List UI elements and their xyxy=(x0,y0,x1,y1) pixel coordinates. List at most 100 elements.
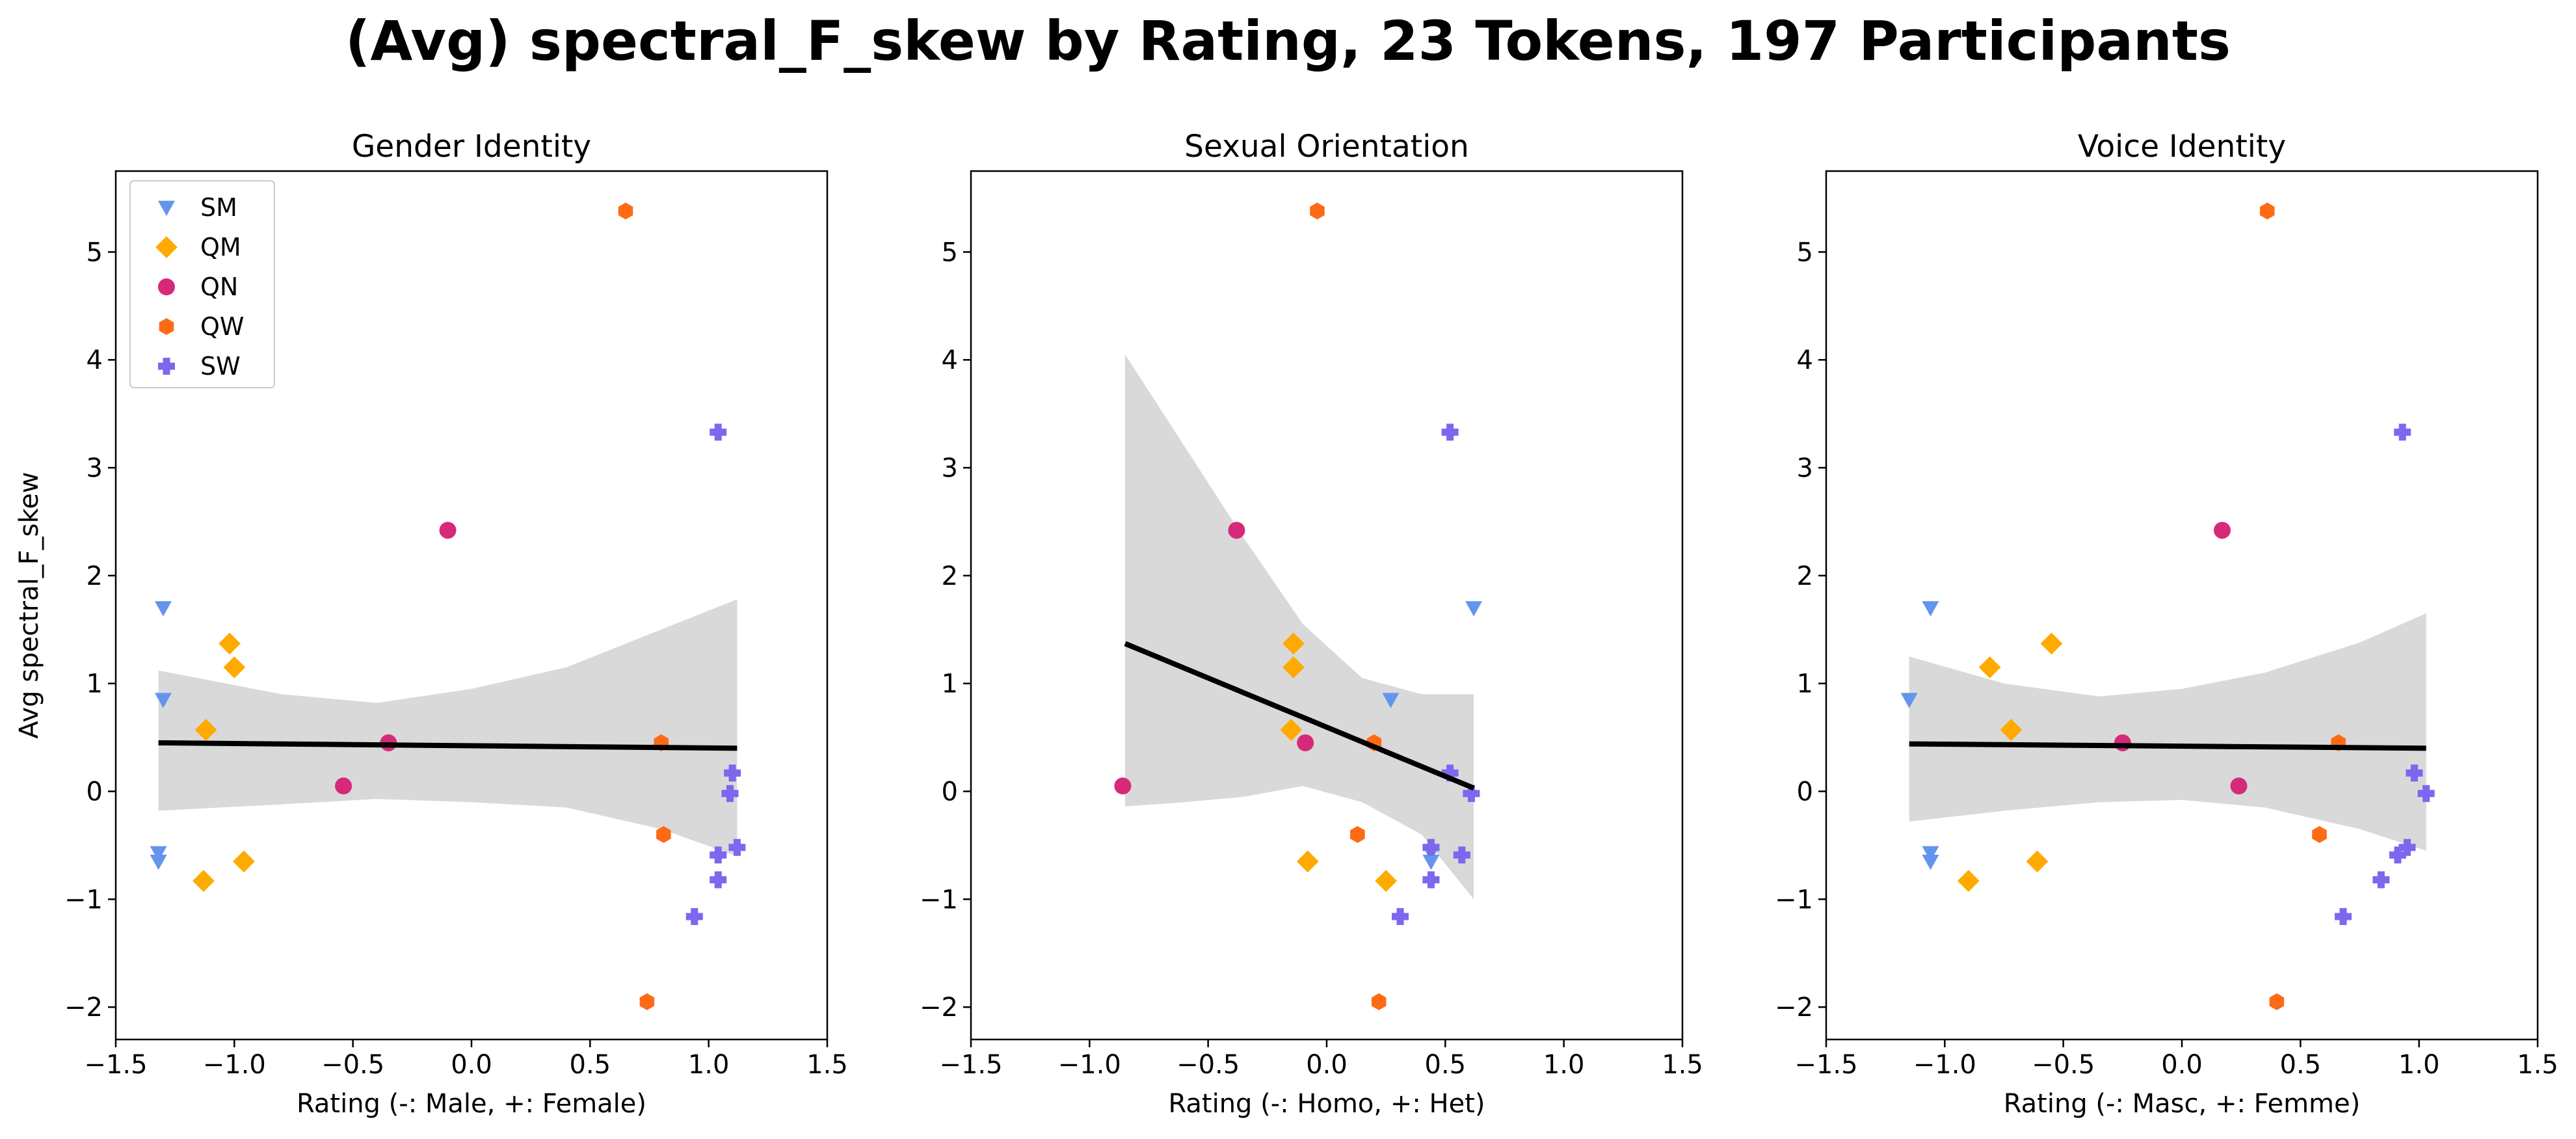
x-tick-label: −1.0 xyxy=(1913,1050,1976,1080)
legend-label-qw: QW xyxy=(200,312,244,341)
x-tick-label: 0.5 xyxy=(570,1050,611,1080)
legend-label-qm: QM xyxy=(200,233,241,261)
y-tick-label: 5 xyxy=(86,237,103,267)
x-tick-label: 1.5 xyxy=(2517,1050,2558,1080)
point-sw xyxy=(2417,784,2435,802)
y-tick-label: 0 xyxy=(86,777,103,807)
x-axis-label: Rating (-: Masc, +: Femme) xyxy=(2004,1089,2360,1119)
y-tick-label: −2 xyxy=(1775,993,1813,1023)
point-qn xyxy=(335,777,352,795)
y-tick-label: 4 xyxy=(86,345,103,375)
point-qm xyxy=(219,632,241,655)
x-tick-label: 0.5 xyxy=(1425,1050,1467,1080)
point-qw xyxy=(1310,202,1325,220)
point-qm xyxy=(1280,719,1303,741)
point-qn xyxy=(2230,777,2248,795)
point-qn xyxy=(1297,734,1314,751)
point-sm xyxy=(150,854,167,870)
panel-1: −1.5 −1.0 −0.5 0.0 0.5 1.0 1.5 −2 −1 0 1 2 3 4 5 Gender… xyxy=(14,129,848,1119)
point-sw xyxy=(724,764,741,782)
legend-marker-sm xyxy=(158,200,175,216)
point-sm xyxy=(1922,601,1939,617)
y-tick-label: 3 xyxy=(86,453,103,483)
y-tick-label: 2 xyxy=(942,561,958,591)
point-sw xyxy=(2389,846,2406,864)
point-sw xyxy=(1441,764,1459,782)
point-sw xyxy=(2334,907,2352,925)
point-qw xyxy=(639,993,655,1010)
point-sw xyxy=(2372,871,2390,889)
regression-line xyxy=(1124,641,1475,791)
point-sw xyxy=(1422,871,1440,889)
point-qw xyxy=(2269,993,2285,1010)
point-sm xyxy=(1382,693,1400,708)
y-axis-label: Avg spectral_F_skew xyxy=(14,472,44,738)
y-tick-label: 1 xyxy=(86,669,103,699)
point-qm xyxy=(233,850,255,873)
point-qw xyxy=(1350,825,1365,843)
x-tick-label: −1.5 xyxy=(939,1050,1002,1080)
point-sw xyxy=(1392,907,1409,925)
point-sw xyxy=(710,423,727,441)
point-sw xyxy=(2394,423,2411,441)
x-tick-label: −0.5 xyxy=(2032,1050,2095,1080)
point-sm xyxy=(154,693,172,708)
y-tick-label: −1 xyxy=(64,885,103,915)
confidence-band xyxy=(1909,613,2426,851)
point-qw xyxy=(656,825,671,843)
panel-title: Gender Identity xyxy=(352,129,591,165)
legend: SM QM QN QW SW xyxy=(129,180,275,388)
x-tick-label: 0.0 xyxy=(2161,1050,2203,1080)
x-tick-label: 1.5 xyxy=(1662,1050,1703,1080)
point-sm xyxy=(1422,854,1440,870)
point-qn xyxy=(2114,734,2131,751)
point-sm xyxy=(154,601,172,617)
legend-label-sm: SM xyxy=(200,193,237,222)
y-tick-label: 2 xyxy=(86,561,103,591)
point-qm xyxy=(1375,870,1398,892)
point-qm xyxy=(1978,656,2001,678)
point-qm xyxy=(223,656,246,678)
x-tick-label: 1.0 xyxy=(1543,1050,1585,1080)
confidence-band xyxy=(1125,354,1474,900)
point-sw xyxy=(728,838,746,856)
x-tick-label: 1.0 xyxy=(688,1050,730,1080)
y-tick-label: −2 xyxy=(920,993,958,1023)
x-tick-label: −1.0 xyxy=(1058,1050,1121,1080)
y-tick-label: −1 xyxy=(920,885,958,915)
y-tick-label: 3 xyxy=(1797,453,1813,483)
confidence-band xyxy=(158,599,737,857)
point-sw xyxy=(721,784,739,802)
y-tick-label: 5 xyxy=(1797,237,1813,267)
x-tick-label: 0.0 xyxy=(451,1050,492,1080)
x-tick-label: 1.5 xyxy=(806,1050,848,1080)
point-sw xyxy=(1453,846,1470,864)
point-sw xyxy=(1463,784,1480,802)
x-axis-label: Rating (-: Male, +: Female) xyxy=(297,1089,646,1119)
point-qn xyxy=(1228,522,1245,539)
y-tick-label: 3 xyxy=(942,453,958,483)
point-qn xyxy=(1114,777,1132,795)
y-tick-label: −2 xyxy=(64,993,103,1023)
y-tick-label: 2 xyxy=(1797,561,1813,591)
point-qn xyxy=(2213,522,2231,539)
point-sw xyxy=(2398,838,2416,856)
point-sm xyxy=(150,846,167,862)
point-qm xyxy=(193,870,215,892)
y-tick-label: 0 xyxy=(1797,777,1813,807)
panel-title: Voice Identity xyxy=(2078,129,2286,165)
x-axis-label: Rating (-: Homo, +: Het) xyxy=(1168,1089,1485,1119)
x-tick-label: −1.0 xyxy=(203,1050,266,1080)
panel-title: Sexual Orientation xyxy=(1184,129,1469,165)
point-qm xyxy=(1282,656,1305,678)
legend-marker-sw xyxy=(158,358,175,375)
point-qm xyxy=(2040,632,2063,655)
point-sm xyxy=(1465,601,1483,617)
panel-3: −1.5 −1.0 −0.5 0.0 0.5 1.0 1.5 −2 −1 0 1 2 3 4 5 Voice … xyxy=(1775,129,2558,1119)
y-tick-label: 0 xyxy=(942,777,958,807)
point-sm xyxy=(1922,846,1939,862)
y-tick-label: −1 xyxy=(1775,885,1813,915)
x-tick-label: −1.5 xyxy=(84,1050,147,1080)
point-sm xyxy=(1922,854,1939,870)
